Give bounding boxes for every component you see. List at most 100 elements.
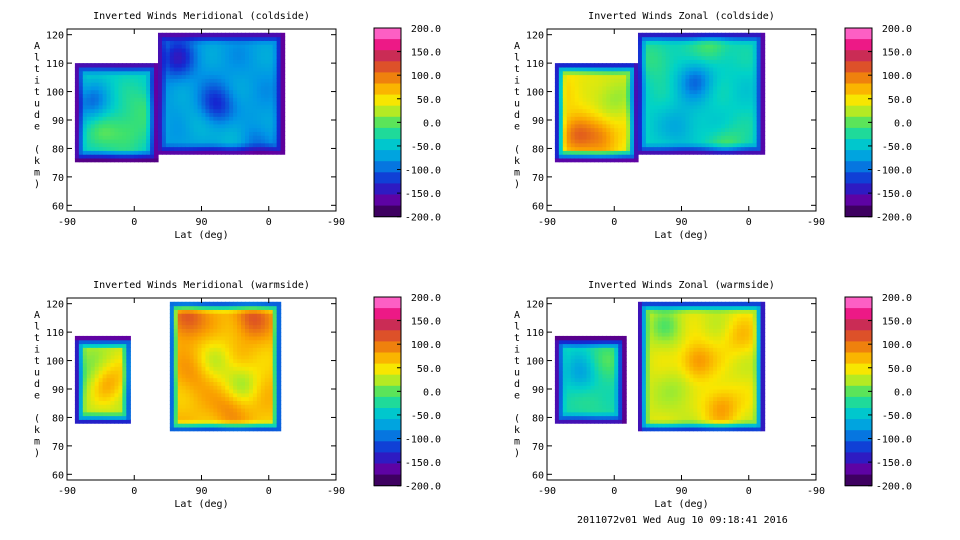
heatmap-cell	[213, 127, 218, 132]
heatmap-cell	[570, 385, 576, 390]
heatmap-cell	[602, 377, 607, 383]
heatmap-cell	[94, 108, 100, 114]
heatmap-cell	[98, 63, 104, 68]
heatmap-cell	[697, 74, 702, 79]
heatmap-cell	[598, 112, 603, 117]
heatmap-cell	[221, 63, 226, 68]
heatmap-cell	[264, 120, 270, 125]
heatmap-cell	[225, 55, 230, 60]
heatmap-cell	[661, 51, 667, 57]
heatmap-cell	[665, 82, 671, 87]
heatmap-cell	[756, 93, 762, 98]
heatmap-cell	[90, 362, 96, 367]
heatmap-cell	[169, 309, 175, 314]
heatmap-cell	[98, 351, 104, 356]
heatmap-cell	[705, 142, 710, 148]
heatmap-cell	[570, 335, 576, 341]
heatmap-cell	[272, 407, 278, 413]
heatmap-cell	[685, 36, 691, 41]
heatmap-cell	[740, 138, 746, 144]
heatmap-cell	[118, 101, 123, 106]
heatmap-cell	[189, 305, 195, 310]
heatmap-cell	[122, 351, 127, 356]
heatmap-cell	[689, 142, 694, 148]
heatmap-cell	[713, 47, 718, 53]
heatmap-cell	[590, 396, 596, 401]
heatmap-cell	[189, 101, 195, 106]
heatmap-cell	[122, 419, 127, 424]
heatmap-cell	[260, 400, 266, 405]
heatmap-cell	[201, 354, 207, 360]
heatmap-cell	[641, 55, 647, 60]
heatmap-cell	[237, 59, 242, 64]
heatmap-cell	[713, 85, 718, 91]
heatmap-cell	[201, 70, 207, 76]
heatmap-cell	[185, 112, 191, 117]
heatmap-cell	[641, 51, 647, 57]
heatmap-cell	[90, 116, 96, 121]
heatmap-cell	[614, 142, 619, 148]
heatmap-cell	[237, 127, 242, 132]
heatmap-cell	[197, 313, 203, 318]
heatmap-cell	[669, 47, 675, 53]
heatmap-cell	[118, 392, 123, 398]
heatmap-cell	[566, 404, 572, 409]
heatmap-cell	[697, 108, 702, 114]
heatmap-cell	[241, 150, 246, 155]
heatmap-cell	[165, 123, 171, 129]
heatmap-cell	[169, 370, 175, 375]
heatmap-cell	[248, 44, 254, 49]
heatmap-cell	[732, 74, 738, 79]
heatmap-cell	[78, 377, 84, 383]
heatmap-cell	[233, 400, 238, 405]
heatmap-cell	[681, 55, 687, 60]
heatmap-cell	[177, 135, 183, 140]
heatmap-cell	[728, 135, 734, 140]
heatmap-cell	[248, 63, 254, 68]
heatmap-cell	[276, 309, 282, 314]
heatmap-cell	[102, 370, 108, 375]
heatmap-cell	[241, 366, 246, 371]
heatmap-cell	[169, 112, 175, 117]
heatmap-cell	[118, 396, 123, 401]
heatmap-cell	[252, 339, 258, 345]
heatmap-cell	[570, 419, 576, 424]
heatmap-cell	[574, 343, 580, 348]
heatmap-cell	[245, 362, 250, 367]
heatmap-cell	[114, 66, 120, 72]
heatmap-cell	[201, 347, 207, 352]
heatmap-cell	[245, 328, 250, 333]
heatmap-cell	[106, 404, 112, 409]
heatmap-cell	[748, 131, 754, 136]
heatmap-cell	[161, 51, 167, 57]
heatmap-cell	[590, 419, 596, 424]
heatmap-cell	[665, 108, 671, 114]
heatmap-cell	[260, 82, 266, 87]
heatmap-cell	[241, 131, 246, 136]
heatmap-cell	[598, 138, 603, 144]
heatmap-cell	[677, 47, 683, 53]
heatmap-cell	[201, 415, 207, 420]
heatmap-cell	[114, 407, 120, 413]
heatmap-cell	[173, 150, 179, 155]
heatmap-cell	[685, 150, 691, 155]
heatmap-cell	[586, 108, 592, 114]
heatmap-cell	[229, 40, 234, 45]
heatmap-cell	[756, 123, 762, 129]
heatmap-cell	[272, 44, 278, 49]
heatmap-cell	[268, 123, 274, 129]
heatmap-cell	[102, 66, 108, 72]
heatmap-cell	[74, 66, 80, 72]
heatmap-cell	[138, 123, 143, 129]
heatmap-cell	[193, 373, 199, 379]
heatmap-cell	[225, 85, 230, 91]
heatmap-cell	[197, 377, 203, 383]
heatmap-cell	[150, 93, 155, 98]
heatmap-cell	[594, 97, 600, 102]
heatmap-cell	[649, 138, 655, 144]
heatmap-cell	[181, 407, 187, 413]
heatmap-cell	[114, 112, 120, 117]
heatmap-cell	[657, 150, 663, 155]
heatmap-cell	[760, 32, 766, 38]
